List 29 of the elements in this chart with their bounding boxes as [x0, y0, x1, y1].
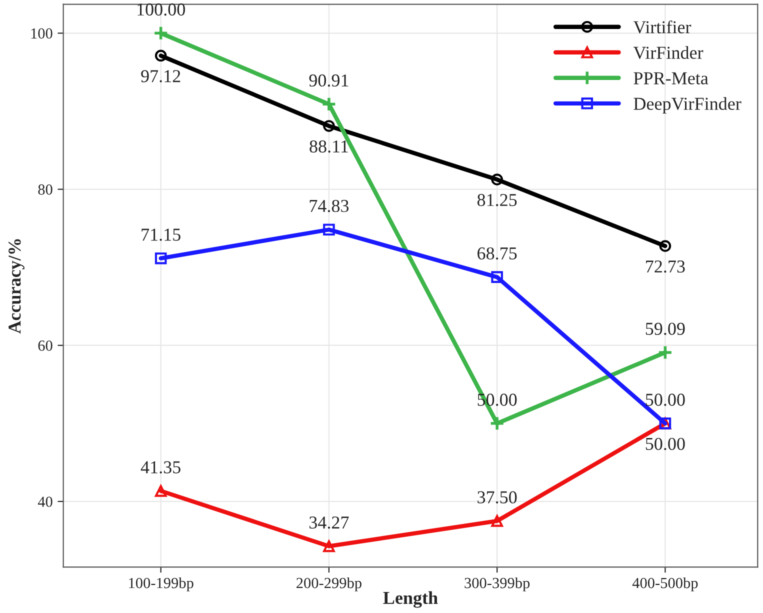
data-label: 34.27	[310, 516, 349, 529]
legend-label: PPR-Meta	[634, 72, 708, 84]
data-label: 68.75	[478, 247, 517, 260]
y-tick-label: 100	[31, 28, 52, 39]
legend-label: Virtifier	[633, 20, 692, 34]
data-label: 88.11	[310, 140, 348, 153]
data-label: 37.50	[478, 491, 517, 504]
legend-label: DeepVirFinder	[634, 97, 742, 114]
y-tick-label: 60	[38, 340, 52, 351]
data-label: 81.25	[477, 194, 517, 206]
data-label: 71.15	[142, 228, 180, 241]
x-tick-label: 300-399bp	[464, 577, 530, 592]
legend-label: VirFinder	[633, 46, 704, 59]
data-label: 97.12	[141, 70, 180, 82]
data-label: 74.83	[310, 200, 349, 212]
x-axis-title: Length	[383, 591, 438, 608]
x-tick-label: 100-199bp	[129, 577, 194, 592]
x-tick-label: 400-500bp	[632, 577, 698, 592]
x-tick-label: 200-299bp	[296, 577, 362, 592]
y-axis-title: Accuracy/%	[8, 239, 24, 334]
data-label: 50.00	[646, 394, 685, 406]
y-tick-label: 80	[38, 184, 52, 195]
data-label: 90.91	[309, 74, 348, 87]
data-label: 50.00	[646, 438, 685, 450]
data-label: 41.35	[140, 461, 180, 474]
data-label: 100.00	[138, 3, 185, 16]
y-tick-label: 40	[38, 496, 52, 507]
data-label: 59.09	[646, 322, 685, 335]
data-label: 72.73	[646, 260, 685, 273]
